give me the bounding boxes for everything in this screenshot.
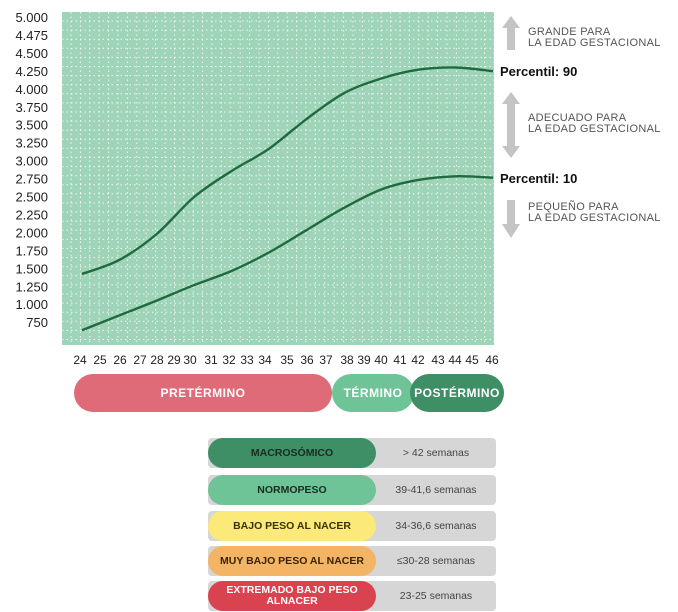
x-tick-label: 39 xyxy=(357,353,371,367)
x-tick-label: 28 xyxy=(150,353,164,367)
x-tick-label: 42 xyxy=(411,353,425,367)
zone-caption-line1: PEQUEÑO PARA xyxy=(528,200,619,213)
x-tick-label: 35 xyxy=(280,353,294,367)
legend-row-bajo-peso: BAJO PESO AL NACER 34-36,6 semanas xyxy=(208,511,496,541)
y-tick-label: 2.750 xyxy=(15,172,48,187)
y-tick-label: 3.500 xyxy=(15,118,48,133)
legend-value-normopeso: 39-41,6 semanas xyxy=(395,484,477,496)
x-tick-label: 24 xyxy=(73,353,87,367)
x-tick-label: 25 xyxy=(93,353,107,367)
y-tick-label: 4.000 xyxy=(15,82,48,97)
x-tick-label: 37 xyxy=(319,353,333,367)
arrow-updown-icon xyxy=(502,92,520,158)
y-tick-label: 1.250 xyxy=(15,279,48,294)
x-tick-label: 27 xyxy=(133,353,147,367)
y-tick-label: 1.000 xyxy=(15,297,48,312)
phase-term: TÉRMINO xyxy=(332,374,414,412)
y-tick-label: 4.475 xyxy=(15,28,48,43)
x-tick-label: 38 xyxy=(340,353,354,367)
y-tick-label: 3.250 xyxy=(15,136,48,151)
zone-caption-line1: ADECUADO PARA xyxy=(528,112,627,124)
legend-value-macrosomic: > 42 semanas xyxy=(402,447,470,459)
legend-value-bajo-peso: 34-36,6 semanas xyxy=(395,520,477,532)
legend-label-bajo-peso: BAJO PESO AL NACER xyxy=(208,511,376,541)
legend-row-muy-bajo-peso: MUY BAJO PESO AL NACER ≤30-28 semanas xyxy=(208,546,496,576)
legend-label-macrosomic: MACROSÓMICO xyxy=(208,438,376,468)
y-tick-label: 1.500 xyxy=(15,261,48,276)
x-tick-label: 31 xyxy=(204,353,218,367)
x-tick-label: 41 xyxy=(393,353,407,367)
x-tick-label: 33 xyxy=(240,353,254,367)
y-tick-label: 2.250 xyxy=(15,207,48,222)
zone-caption-line1: GRANDE PARA xyxy=(528,26,611,38)
x-tick-label: 34 xyxy=(258,353,272,367)
y-tick-label: 1.750 xyxy=(15,243,48,258)
y-tick-label: 4.250 xyxy=(15,64,48,79)
phase-postterm: POSTÉRMINO xyxy=(410,374,504,412)
phase-postterm-label: POSTÉRMINO xyxy=(414,386,500,400)
x-tick-label: 32 xyxy=(222,353,236,367)
growth-chart: 5.000 4.475 4.500 4.250 4.000 3.750 3.500 3.250… xyxy=(15,10,661,367)
x-tick-label: 26 xyxy=(113,353,127,367)
legend-label-normopeso: NORMOPESO xyxy=(208,475,376,505)
phase-preterm: PRETÉRMINO xyxy=(74,374,332,412)
x-tick-label: 43 xyxy=(431,353,445,367)
x-tick-label: 44 xyxy=(448,353,462,367)
zone-caption-line2: LA EDAD GESTACIONAL xyxy=(528,37,661,49)
zone-caption-line2: LA EDAD GESTACIONAL xyxy=(528,212,661,224)
legend-value-muy-bajo-peso: ≤30-28 semanas xyxy=(396,555,476,567)
series-line-p10 xyxy=(81,175,494,332)
x-tick-label: 36 xyxy=(300,353,314,367)
x-tick-label: 46 xyxy=(485,353,499,367)
y-tick-label: 3.000 xyxy=(15,154,48,169)
y-tick-label: 2.500 xyxy=(15,190,48,205)
x-tick-label: 30 xyxy=(183,353,197,367)
arrow-down-icon xyxy=(502,200,520,238)
y-tick-label: 5.000 xyxy=(15,10,48,25)
legend-row-extremo-bajo-peso: EXTREMADO BAJO PESO ALNACER 23-25 semana… xyxy=(208,581,496,611)
legend-row-normopeso: NORMOPESO 39-41,6 semanas xyxy=(208,475,496,505)
phase-preterm-label: PRETÉRMINO xyxy=(160,386,246,400)
legend-value-extremo-bajo-peso: 23-25 semanas xyxy=(399,590,473,602)
y-tick-label: 750 xyxy=(26,315,48,330)
series-label-p10: Percentil: 10 xyxy=(500,171,577,186)
legend-label-muy-bajo-peso: MUY BAJO PESO AL NACER xyxy=(208,546,376,576)
x-tick-label: 29 xyxy=(167,353,181,367)
phase-term-label: TÉRMINO xyxy=(343,386,403,400)
y-tick-label: 4.500 xyxy=(15,46,48,61)
legend-row-macrosomic: MACROSÓMICO > 42 semanas xyxy=(208,438,496,468)
y-tick-label: 3.750 xyxy=(15,100,48,115)
zone-caption-line2: LA EDAD GESTACIONAL xyxy=(528,123,661,135)
x-tick-label: 40 xyxy=(374,353,388,367)
y-tick-label: 2.000 xyxy=(15,225,48,240)
series-line-p90 xyxy=(81,66,494,276)
x-tick-label: 45 xyxy=(465,353,479,367)
series-label-p90: Percentil: 90 xyxy=(500,64,577,79)
legend-label-extremo-bajo-peso: EXTREMADO BAJO PESO ALNACER xyxy=(208,581,376,611)
arrow-up-icon xyxy=(502,16,520,50)
